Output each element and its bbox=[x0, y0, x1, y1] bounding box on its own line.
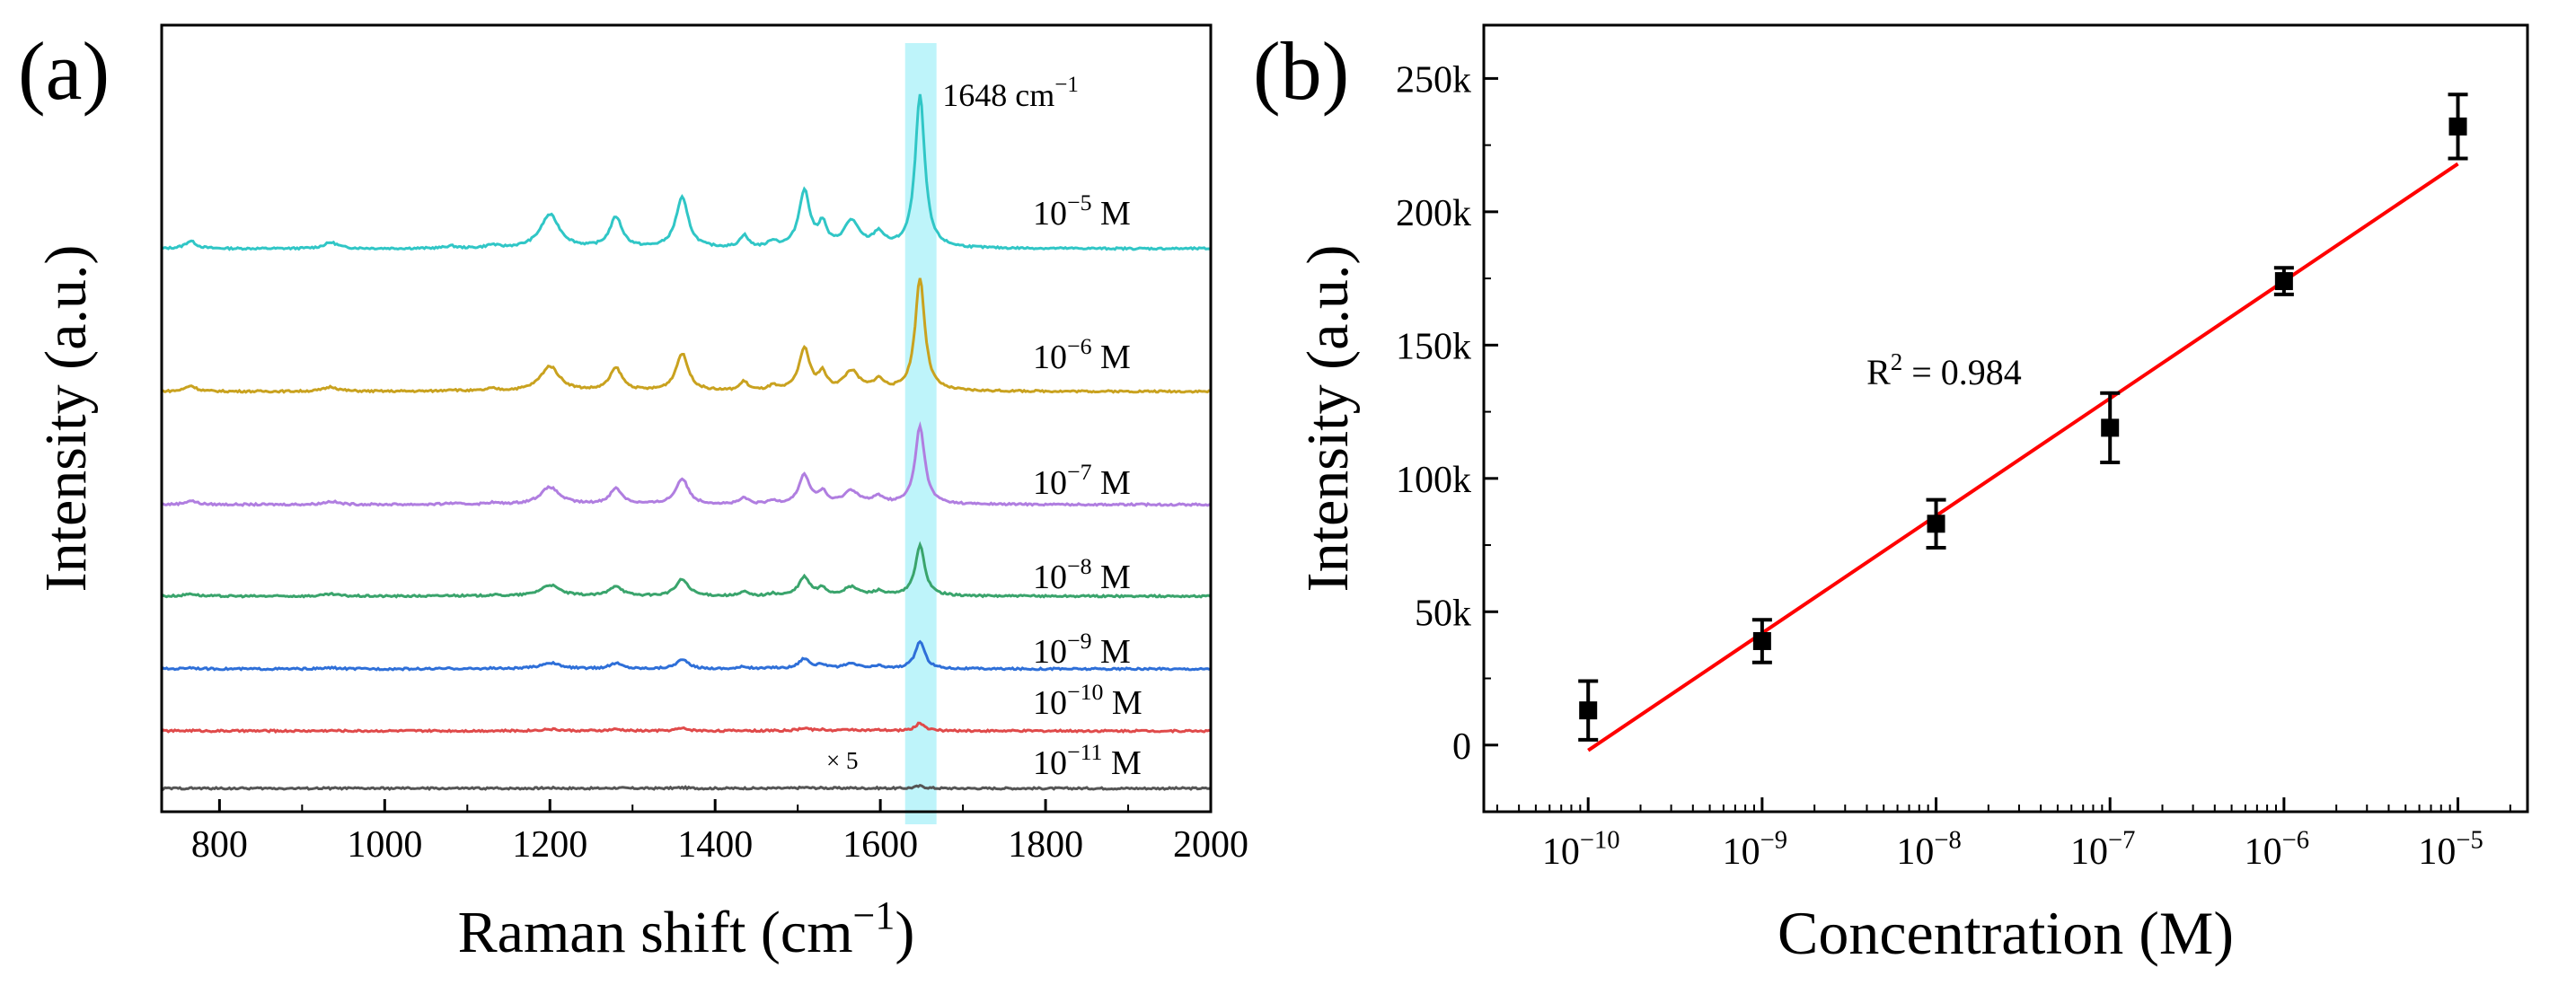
trace-label: 10−10 M bbox=[1033, 679, 1142, 722]
x-tick-label: 800 bbox=[191, 824, 248, 866]
spectrum-trace bbox=[161, 277, 1212, 394]
y-tick-label: 150k bbox=[1396, 326, 1471, 367]
panel-b-x-ticks: 10−10 10−9 10−8 10−7 10−6 10−5 bbox=[1495, 797, 2511, 873]
y-tick-label: 200k bbox=[1396, 193, 1471, 234]
scale-annotation-x5: × 5 bbox=[826, 747, 858, 774]
x-tick-label: 10−10 bbox=[1542, 826, 1620, 873]
data-point bbox=[2101, 418, 2120, 437]
spectrum-trace bbox=[161, 420, 1212, 507]
panel-a-x-axis-label: Raman shift (cm−1) bbox=[458, 893, 915, 965]
panel-a-label: (a) bbox=[18, 25, 110, 117]
panel-a: (a) 800 1000 1200 1400 1600 1800 2000 Raman sh… bbox=[18, 23, 1248, 965]
panel-b-y-axis-label: Intensity (a.u.) bbox=[1295, 245, 1361, 593]
panel-a-y-axis-label: Intensity (a.u.) bbox=[33, 245, 99, 593]
spectrum-trace bbox=[161, 93, 1212, 251]
x-tick-label: 2000 bbox=[1173, 824, 1248, 866]
linear-fit-line bbox=[1587, 162, 2459, 752]
panel-a-frame bbox=[160, 23, 1213, 814]
y-tick-label: 50k bbox=[1415, 593, 1471, 634]
data-point bbox=[1579, 701, 1598, 720]
r-squared-label: R2 = 0.984 bbox=[1866, 348, 2022, 392]
trace-label: 10−5 M bbox=[1033, 189, 1131, 233]
trace-label: 10−11 M bbox=[1033, 739, 1142, 782]
trace-label: 10−9 M bbox=[1033, 628, 1131, 671]
x-tick-label: 1200 bbox=[512, 824, 587, 866]
x-tick-label: 1800 bbox=[1008, 824, 1083, 866]
data-points bbox=[1578, 92, 2468, 742]
y-tick-label: 100k bbox=[1396, 460, 1471, 501]
panel-a-x-ticks: 800 1000 1200 1400 1600 1800 2000 bbox=[191, 799, 1248, 866]
trace-label: 10−7 M bbox=[1033, 459, 1131, 502]
data-point bbox=[1752, 631, 1771, 650]
spectrum-trace bbox=[161, 541, 1212, 599]
peak-label-1648: 1648 cm−1 bbox=[942, 73, 1079, 113]
spectrum-trace bbox=[161, 639, 1212, 672]
panel-b-x-axis-label: Concentration (M) bbox=[1778, 899, 2234, 967]
trace-labels: 10−5 M 10−6 M 10−7 M 10−8 M 10−9 M 10−10 M 10−… bbox=[1033, 189, 1142, 782]
panel-b-y-ticks: 0 50k 100k 150k 200k 250k bbox=[1396, 59, 1498, 768]
data-point bbox=[2448, 117, 2467, 136]
y-tick-label: 250k bbox=[1396, 59, 1471, 101]
raman-traces bbox=[160, 93, 1212, 791]
x-tick-label: 10−8 bbox=[1896, 826, 1961, 873]
x-tick-label: 10−6 bbox=[2245, 826, 2309, 873]
spectrum-trace bbox=[160, 721, 1212, 735]
x-tick-label: 10−9 bbox=[1723, 826, 1787, 873]
x-tick-label: 1400 bbox=[677, 824, 753, 866]
panel-b-frame bbox=[1482, 23, 2529, 814]
data-point bbox=[2274, 272, 2293, 291]
trace-label: 10−6 M bbox=[1033, 333, 1131, 376]
y-tick-label: 0 bbox=[1452, 726, 1471, 768]
x-tick-label: 1000 bbox=[347, 824, 422, 866]
data-point bbox=[1927, 515, 1945, 533]
trace-label: 10−8 M bbox=[1033, 553, 1131, 596]
panel-b-label: (b) bbox=[1253, 25, 1349, 117]
x-tick-label: 10−5 bbox=[2418, 826, 2483, 873]
x-tick-label: 1600 bbox=[842, 824, 918, 866]
spectrum-trace bbox=[160, 783, 1212, 791]
x-tick-label: 10−7 bbox=[2070, 826, 2135, 873]
